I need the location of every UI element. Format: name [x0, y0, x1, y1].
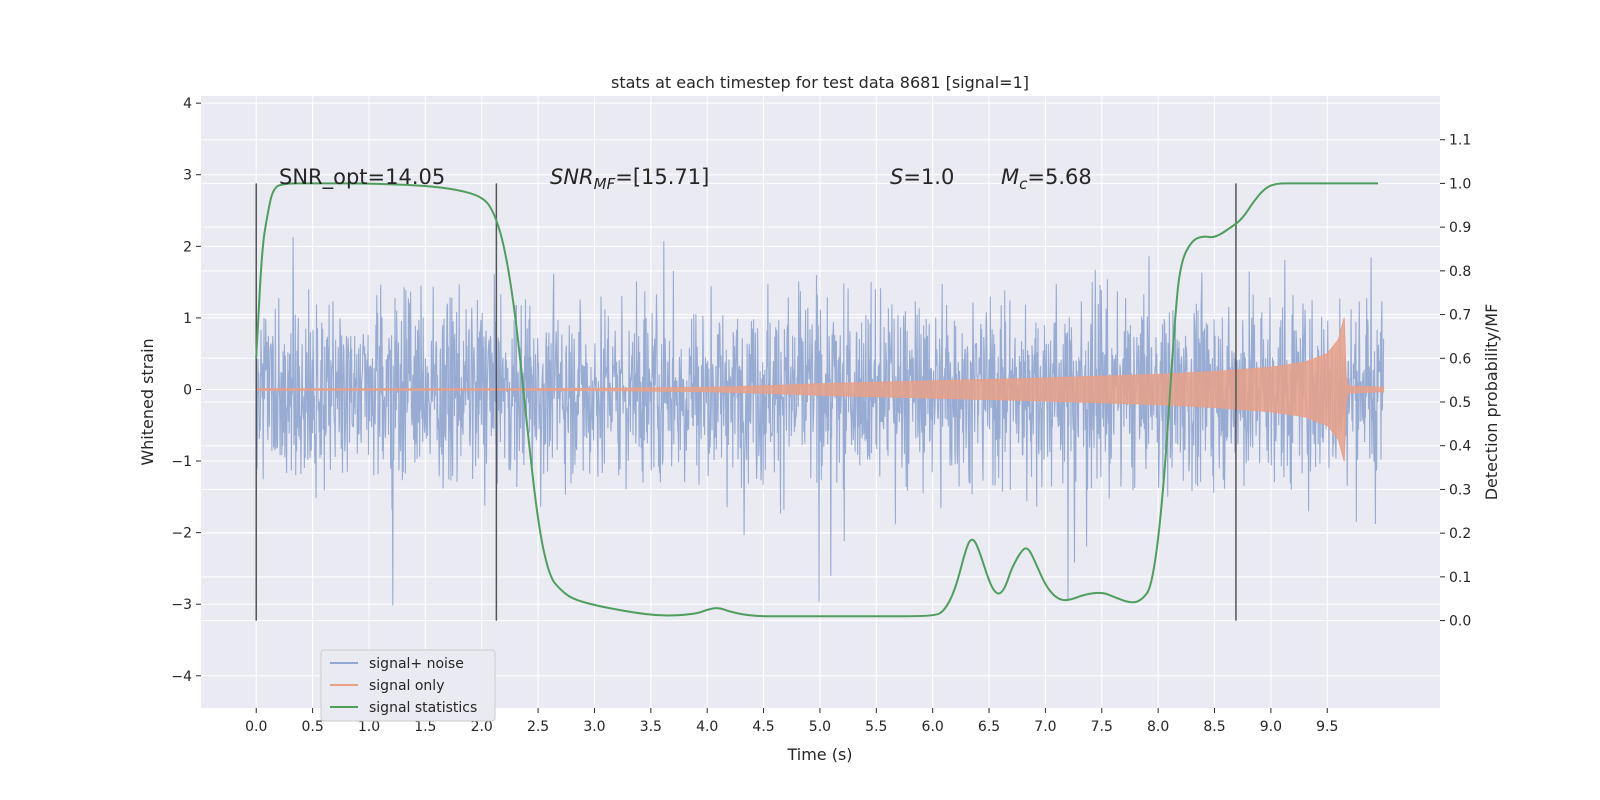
y-axis-ticks: 4 3 2 1 0 −1 −2 −3 −4 [171, 96, 201, 685]
annotation-s-value: =1.0 [903, 165, 954, 189]
y-tick-label: 4 [183, 96, 192, 112]
series-signal-plus-noise [255, 197, 1385, 606]
y2-tick-label: 1.0 [1449, 176, 1471, 192]
x-tick-label: 5.0 [809, 719, 831, 735]
x-tick-label: 4.5 [752, 719, 774, 735]
y-tick-label: −3 [171, 597, 192, 613]
annotation-snr-opt: SNR_opt=14.05 [279, 165, 445, 190]
y-tick-label: 0 [183, 382, 192, 398]
x-axis-ticks: 0.0 0.5 1.0 1.5 2.0 2.5 3.0 3.5 4.0 4.5 5.0 5.5 6.0 6… [245, 708, 1338, 735]
x-tick-label: 4.0 [696, 719, 718, 735]
x-tick-label: 9.0 [1260, 719, 1282, 735]
x-tick-label: 0.5 [301, 719, 323, 735]
x-tick-label: 3.5 [640, 719, 662, 735]
y-tick-label: 3 [183, 168, 192, 184]
x-tick-label: 7.5 [1091, 719, 1113, 735]
annotation-snr-mf: SNRMF=[15.71] [550, 165, 709, 193]
annotation-snr-mf-subscript: MF [594, 175, 616, 193]
annotation-mc: Mc=5.68 [1001, 165, 1092, 193]
y2-tick-label: 1.1 [1449, 133, 1471, 149]
signal-statistics-line [255, 182, 1378, 618]
signal-only-line [255, 317, 1385, 462]
y2-tick-label: 0.3 [1449, 482, 1471, 498]
y2-tick-label: 0.1 [1449, 570, 1471, 586]
x-tick-label: 6.0 [922, 719, 944, 735]
x-tick-label: 2.0 [471, 719, 493, 735]
y2-tick-label: 0.8 [1449, 264, 1471, 280]
x-tick-label: 8.0 [1147, 719, 1169, 735]
y-tick-label: 2 [183, 239, 192, 255]
x-axis-label: Time (s) [786, 745, 852, 764]
annotation-mc-label: M [1001, 165, 1019, 189]
legend-label-signal-plus-noise: signal+ noise [369, 656, 464, 672]
y2-axis-label: Detection probability/MF [1482, 304, 1501, 501]
legend-box [320, 649, 496, 722]
y-tick-label: 1 [183, 311, 192, 327]
chart-title: stats at each timestep for test data 868… [611, 73, 1029, 92]
y-tick-label: −2 [171, 526, 192, 542]
legend-label-signal-only: signal only [369, 678, 444, 694]
signal-plus-noise-line [255, 197, 1385, 606]
legend: signal+ noise signal only signal statist… [320, 649, 496, 722]
annotations: SNR_opt=14.05 SNRMF=[15.71] S=1.0 Mc=5.6… [279, 165, 1092, 193]
x-tick-label: 1.5 [414, 719, 436, 735]
x-tick-label: 1.0 [358, 719, 380, 735]
x-tick-label: 6.5 [978, 719, 1000, 735]
x-tick-label: 7.0 [1034, 719, 1056, 735]
series-signal-statistics [255, 182, 1378, 618]
annotation-mc-subscript: c [1019, 175, 1028, 193]
x-tick-label: 0.0 [245, 719, 267, 735]
y-tick-label: −1 [171, 454, 192, 470]
x-tick-label: 8.5 [1203, 719, 1225, 735]
annotation-snr-mf-label: SNR [550, 165, 594, 189]
annotation-snr-mf-value: =[15.71] [615, 165, 709, 189]
annotation-s: S=1.0 [890, 165, 954, 189]
y2-tick-label: 0.7 [1449, 308, 1471, 324]
y2-tick-label: 0.4 [1449, 439, 1471, 455]
y-tick-label: −4 [171, 669, 192, 685]
series-signal-only [255, 317, 1385, 462]
y2-axis-ticks: 1.1 1.0 0.9 0.8 0.7 0.6 0.5 0.4 0.3 0.2 0.1 0.0 [1440, 133, 1471, 630]
annotation-s-label: S [890, 165, 903, 189]
x-tick-label: 5.5 [865, 719, 887, 735]
annotation-mc-value: =5.68 [1027, 165, 1091, 189]
y-axis-label: Whitened strain [138, 338, 157, 465]
y2-tick-label: 0.6 [1449, 351, 1471, 367]
y2-tick-label: 0.9 [1449, 220, 1471, 236]
y2-tick-label: 0.2 [1449, 526, 1471, 542]
y2-tick-label: 0.5 [1449, 395, 1471, 411]
x-tick-label: 2.5 [527, 719, 549, 735]
x-tick-label: 9.5 [1316, 719, 1338, 735]
x-tick-label: 3.0 [583, 719, 605, 735]
legend-label-signal-statistics: signal statistics [369, 700, 477, 716]
vertical-markers [255, 183, 1237, 621]
y2-tick-label: 0.0 [1449, 614, 1471, 630]
